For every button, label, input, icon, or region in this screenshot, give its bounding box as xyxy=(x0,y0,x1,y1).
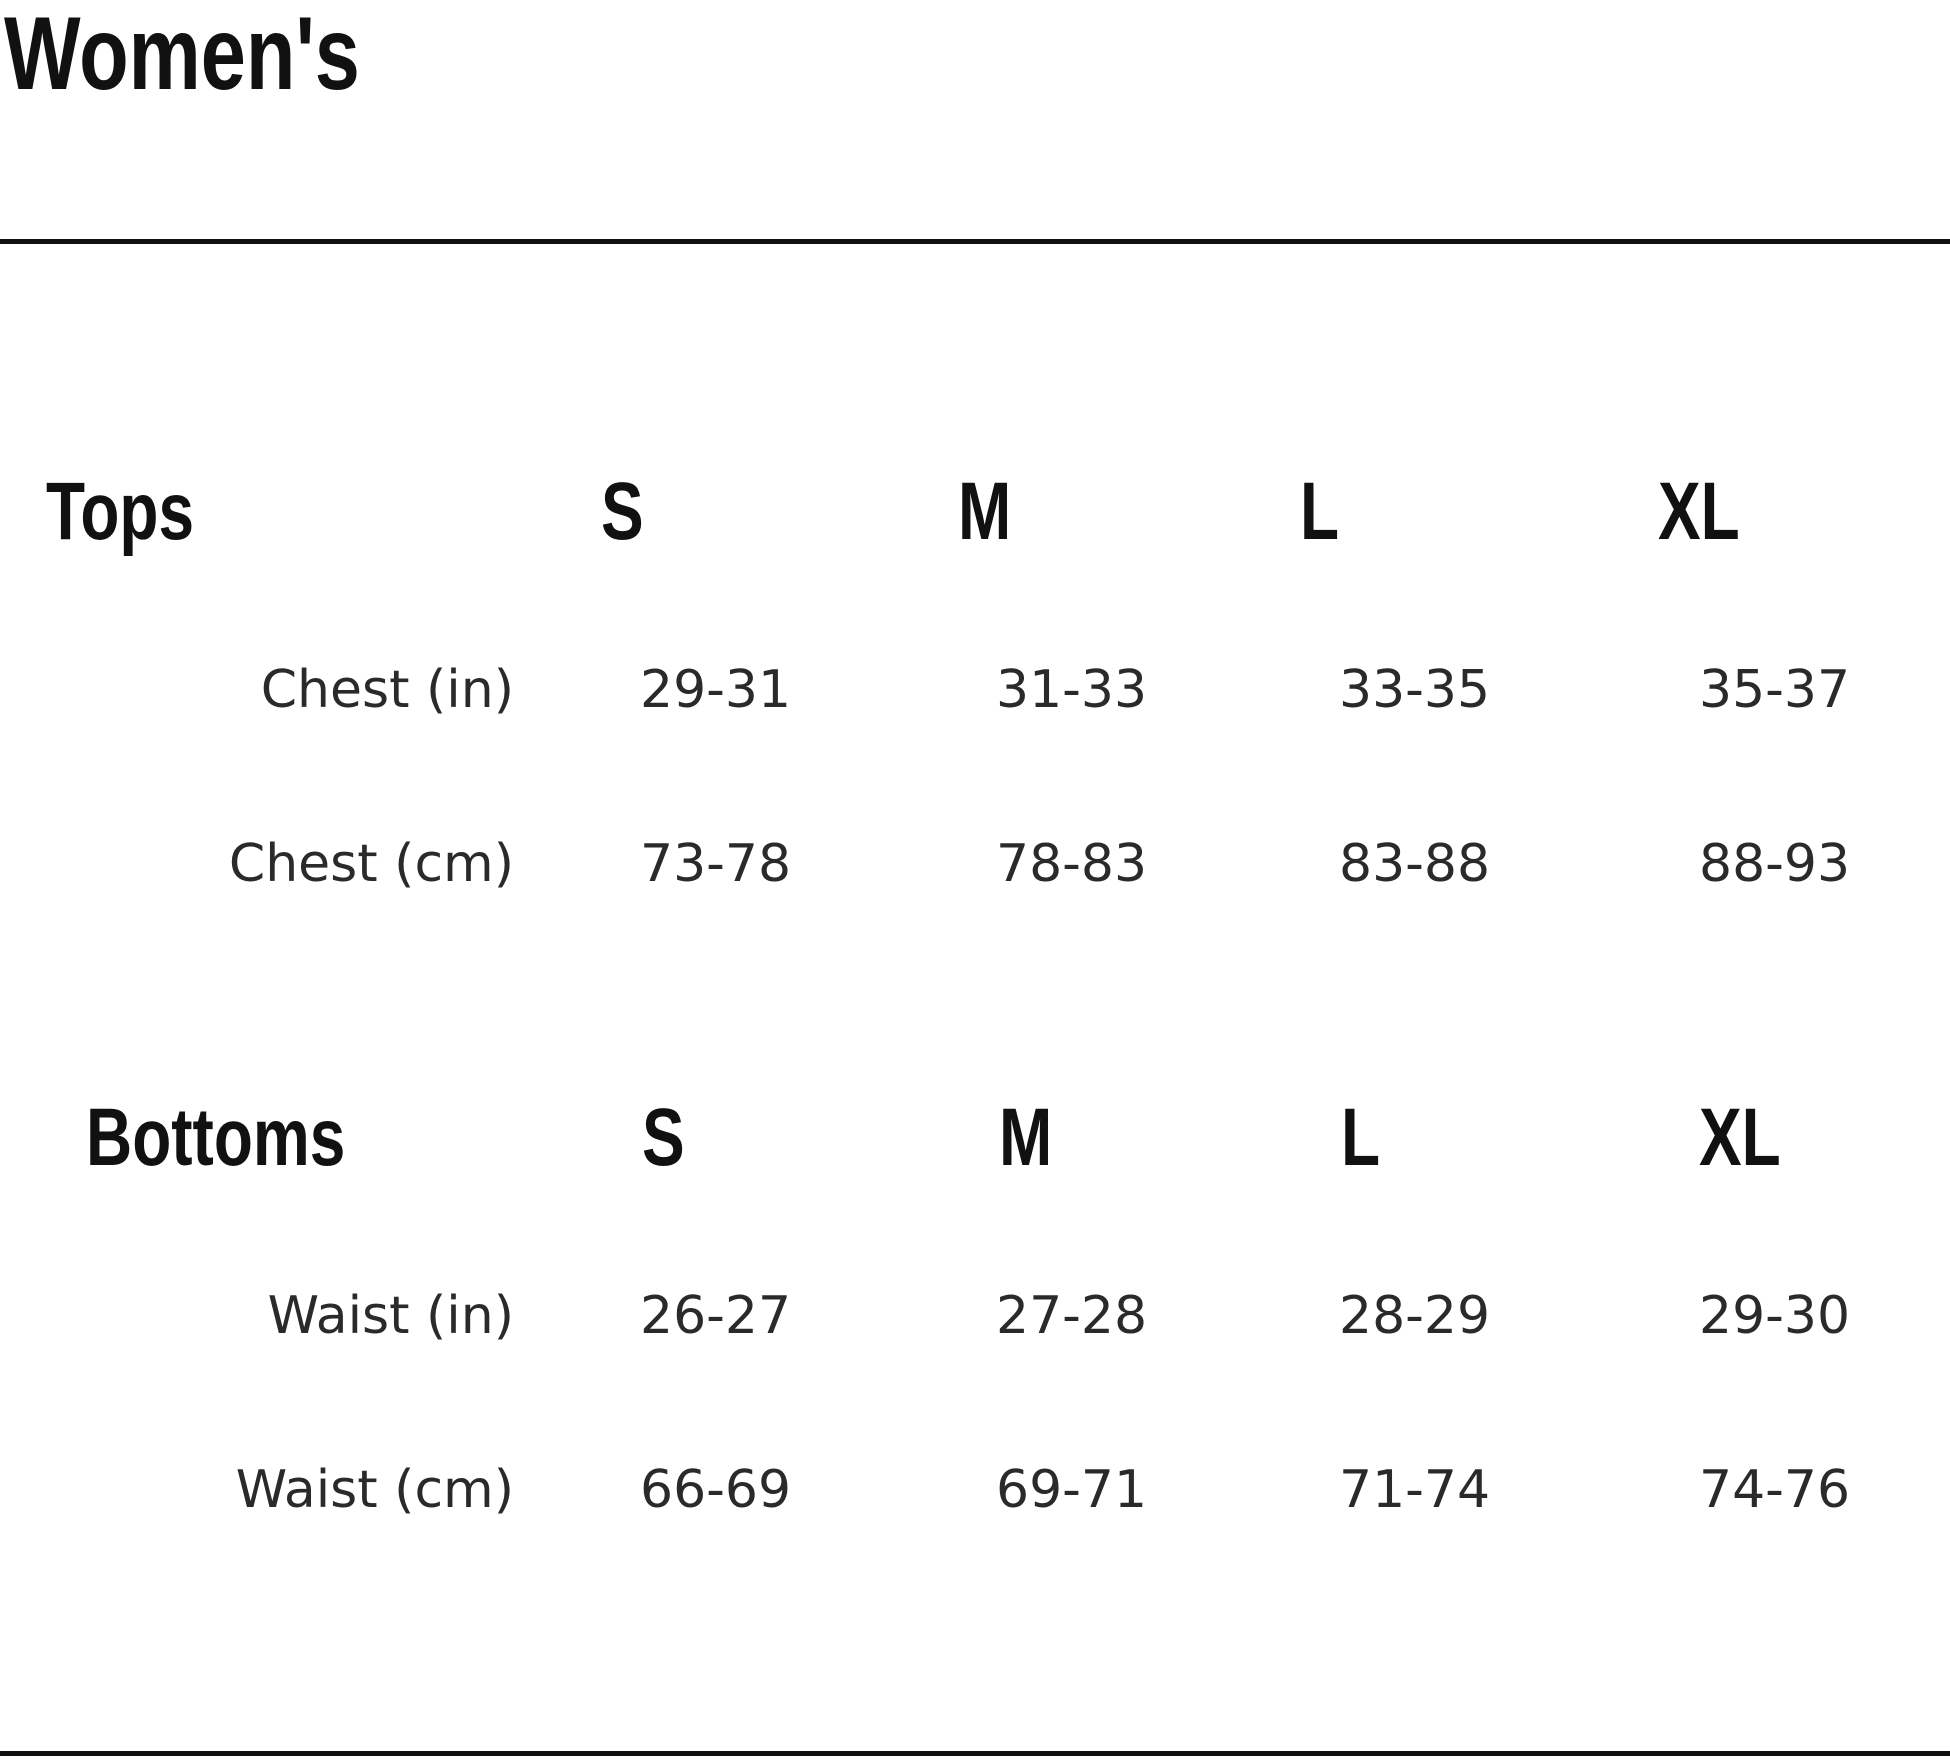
section-heading-tops: Tops xyxy=(46,466,195,557)
size-header-xl: XL xyxy=(1658,466,1740,557)
cell-value: 74-76 xyxy=(1699,1460,1851,1520)
cell-value: 28-29 xyxy=(1339,1286,1491,1346)
cell-value: 69-71 xyxy=(996,1460,1148,1520)
cell-value: 26-27 xyxy=(640,1286,792,1346)
size-header-xl: XL xyxy=(1699,1092,1781,1183)
cell-value: 31-33 xyxy=(996,660,1148,720)
cell-value: 83-88 xyxy=(1339,834,1491,894)
top-divider xyxy=(0,239,1950,244)
size-header-m: M xyxy=(958,466,1012,557)
cell-value: 71-74 xyxy=(1339,1460,1491,1520)
size-header-m: M xyxy=(999,1092,1053,1183)
cell-value: 27-28 xyxy=(996,1286,1148,1346)
cell-value: 29-31 xyxy=(640,660,792,720)
row-label: Chest (in) xyxy=(260,660,514,720)
cell-value: 35-37 xyxy=(1699,660,1851,720)
cell-value: 66-69 xyxy=(640,1460,792,1520)
row-label: Chest (cm) xyxy=(228,834,514,894)
size-header-l: L xyxy=(1300,466,1340,557)
cell-value: 33-35 xyxy=(1339,660,1491,720)
row-label: Waist (in) xyxy=(267,1286,514,1346)
section-heading-bottoms: Bottoms xyxy=(86,1092,346,1183)
bottom-divider xyxy=(0,1751,1950,1756)
page-title: Women's xyxy=(4,0,360,112)
size-header-s: S xyxy=(642,1092,685,1183)
cell-value: 73-78 xyxy=(640,834,792,894)
size-header-l: L xyxy=(1341,1092,1381,1183)
cell-value: 78-83 xyxy=(996,834,1148,894)
cell-value: 88-93 xyxy=(1699,834,1851,894)
size-header-s: S xyxy=(601,466,644,557)
row-label: Waist (cm) xyxy=(235,1460,514,1520)
cell-value: 29-30 xyxy=(1699,1286,1851,1346)
